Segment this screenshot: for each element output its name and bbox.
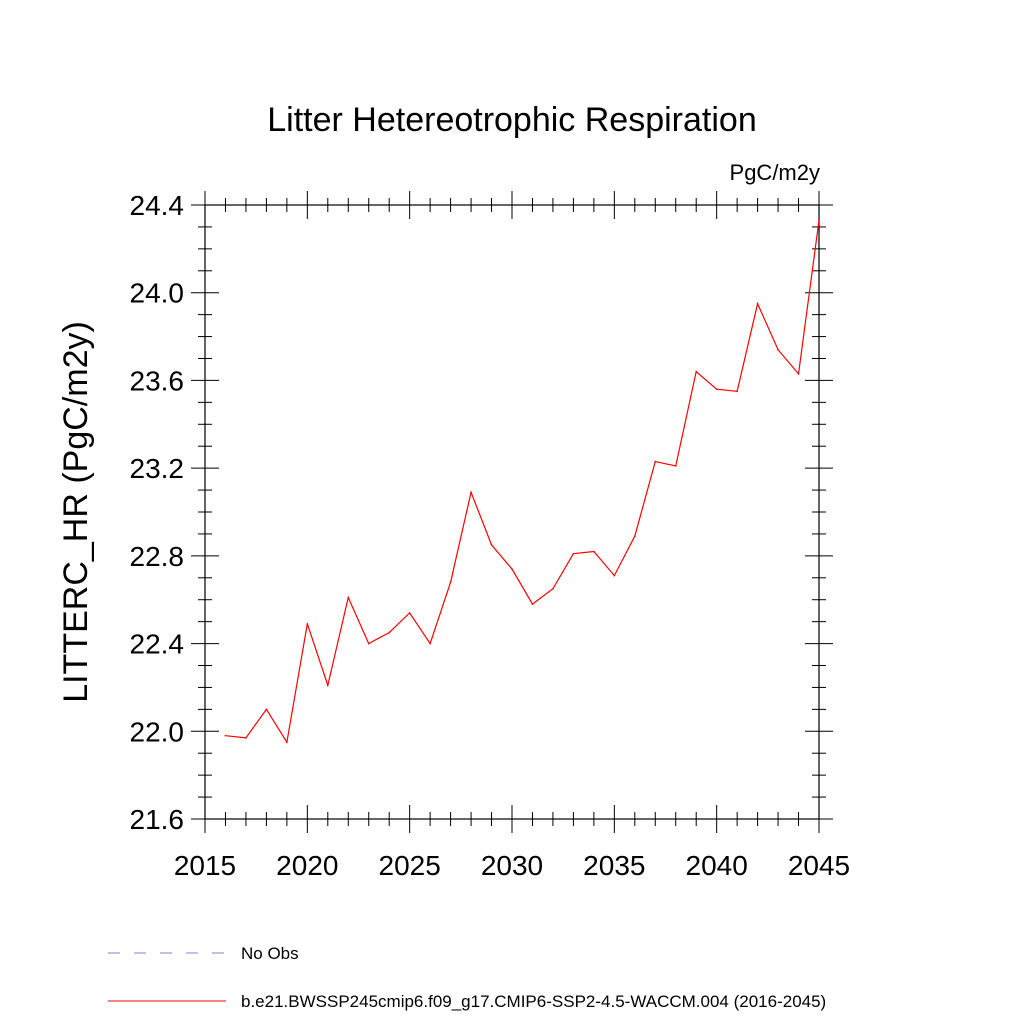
x-tick-labels: 2015 2020 2025 2030 2035 2040 2045 bbox=[174, 850, 850, 881]
data-point bbox=[531, 603, 534, 605]
data-point bbox=[756, 302, 759, 305]
data-point bbox=[715, 388, 718, 391]
x-tick-label: 2045 bbox=[788, 850, 850, 881]
chart-title: Litter Hetereotrophic Respiration bbox=[267, 101, 756, 139]
x-tick-label: 2020 bbox=[276, 850, 338, 881]
data-point bbox=[613, 574, 616, 577]
data-point bbox=[552, 587, 554, 590]
data-point bbox=[572, 552, 575, 555]
data-point bbox=[306, 623, 309, 625]
data-point bbox=[327, 684, 329, 687]
data-point bbox=[245, 737, 247, 739]
y-tick-label: 21.6 bbox=[130, 804, 185, 835]
data-point bbox=[449, 581, 452, 583]
series-layer bbox=[224, 219, 820, 744]
data-point bbox=[286, 741, 288, 744]
data-point bbox=[224, 734, 227, 737]
data-point bbox=[777, 348, 779, 351]
data-point bbox=[511, 568, 513, 570]
data-point bbox=[470, 491, 472, 494]
legend: No Obs b.e21.BWSSP245cmip6.f09_g17.CMIP6… bbox=[108, 944, 826, 1011]
data-point bbox=[388, 631, 391, 634]
y-tick-labels: 21.6 22.0 22.4 22.8 23.2 23.6 24.0 24.4 bbox=[130, 190, 185, 835]
x-tick-label: 2025 bbox=[379, 850, 441, 881]
data-point bbox=[490, 544, 493, 546]
data-point bbox=[265, 708, 268, 711]
data-point bbox=[654, 460, 657, 463]
data-point bbox=[695, 370, 697, 373]
data-point bbox=[408, 612, 411, 614]
x-tick-label: 2030 bbox=[481, 850, 543, 881]
plot-frame bbox=[204, 204, 820, 820]
y-axis-label: LITTERC_HR (PgC/m2y) bbox=[57, 321, 95, 703]
x-tick-label: 2015 bbox=[174, 850, 236, 881]
data-point bbox=[736, 390, 738, 393]
y-tick-label: 22.0 bbox=[130, 716, 185, 747]
legend-label-series: b.e21.BWSSP245cmip6.f09_g17.CMIP6-SSP2-4… bbox=[241, 992, 826, 1011]
data-point bbox=[674, 465, 677, 467]
data-point bbox=[634, 535, 636, 537]
x-tick-label: 2040 bbox=[686, 850, 748, 881]
x-tick-label: 2035 bbox=[583, 850, 645, 881]
data-point bbox=[818, 219, 820, 222]
series-line bbox=[225, 220, 820, 744]
y-tick-label: 24.4 bbox=[130, 190, 185, 221]
y-tick-label: 23.2 bbox=[130, 453, 185, 484]
data-point bbox=[593, 550, 595, 553]
y-tick-label: 22.4 bbox=[130, 629, 185, 660]
units-label: PgC/m2y bbox=[730, 160, 820, 185]
y-tick-label: 22.8 bbox=[130, 541, 185, 572]
data-point bbox=[347, 596, 350, 599]
y-tick-label: 24.0 bbox=[130, 278, 185, 309]
y-tick-label: 23.6 bbox=[130, 365, 185, 396]
legend-label-no-obs: No Obs bbox=[241, 944, 299, 963]
data-point bbox=[367, 642, 370, 645]
data-point bbox=[429, 642, 431, 645]
data-point bbox=[797, 373, 800, 375]
